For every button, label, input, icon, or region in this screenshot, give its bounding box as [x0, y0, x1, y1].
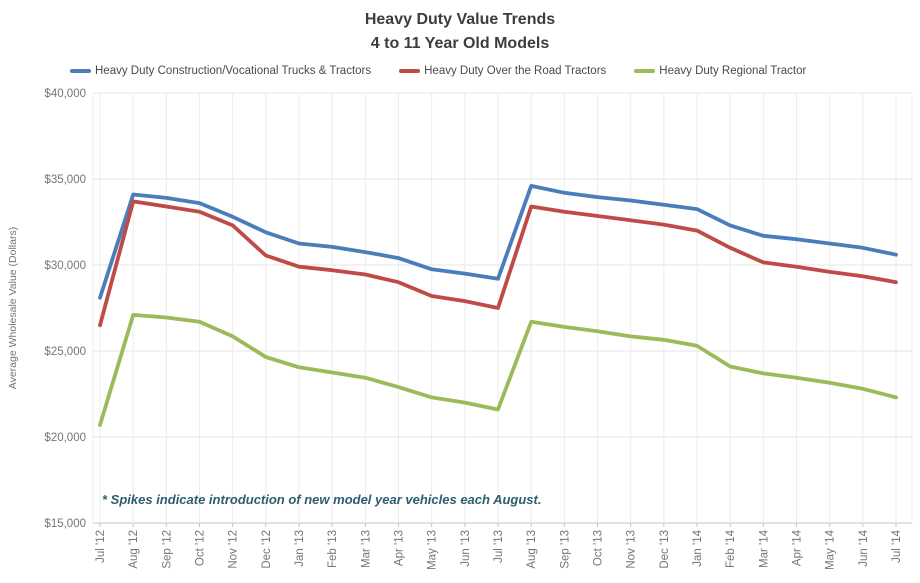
x-axis-tick-label: Jul '12: [95, 530, 107, 563]
legend: Heavy Duty Construction/Vocational Truck…: [70, 62, 915, 80]
chart-title: Heavy Duty Value Trends: [364, 11, 556, 28]
y-axis-title: Average Wholesale Value (Dollars): [7, 227, 19, 389]
series-line-2: [98, 312, 898, 427]
x-axis-tick-label: Jan '14: [692, 529, 704, 566]
x-axis-tick-label: Feb '13: [327, 530, 339, 568]
series-line-1: [98, 199, 898, 328]
legend-marker-icon: [70, 69, 91, 73]
legend-label: Heavy Duty Regional Tractor: [659, 65, 807, 77]
x-axis-tick-label: Apr '13: [394, 530, 406, 566]
y-axis-tick-label: $30,000: [44, 260, 86, 272]
x-axis-tick-label: Oct '13: [593, 530, 605, 566]
x-axis-tick-label: Aug '12: [128, 530, 140, 569]
y-axis-tick-label: $20,000: [44, 432, 86, 444]
y-axis-tick-label: $15,000: [44, 518, 86, 530]
x-axis-tick-label: Oct '12: [195, 530, 207, 566]
y-axis-tick-label: $35,000: [44, 174, 86, 186]
x-axis-tick-label: Nov '13: [626, 530, 638, 569]
annotation-note: * Spikes indicate introduction of new mo…: [102, 492, 542, 507]
x-axis-tick-label: Jun '14: [858, 529, 870, 566]
legend-label: Heavy Duty Construction/Vocational Truck…: [95, 65, 372, 77]
x-axis-tick-label: Dec '12: [261, 530, 273, 569]
y-axis-tick-label: $25,000: [44, 346, 86, 358]
x-axis-tick-label: Sep '13: [559, 530, 571, 569]
x-axis-tick-label: Jun '13: [460, 530, 472, 567]
x-axis-tick-label: Mar '14: [758, 529, 770, 568]
x-axis-tick-label: Aug '13: [526, 530, 538, 569]
x-axis-tick-label: Mar '13: [360, 530, 372, 568]
y-axis-tick-label: $40,000: [44, 88, 86, 100]
series-line-0: [98, 183, 898, 300]
legend-entry-0: Heavy Duty Construction/Vocational Truck…: [70, 65, 371, 77]
legend-label: Heavy Duty Over the Road Tractors: [424, 65, 607, 77]
x-axis-tick-label: May '14: [825, 529, 837, 570]
x-axis-tick-label: Nov '12: [228, 530, 240, 569]
legend-marker-icon: [634, 69, 656, 73]
x-axis-tick-label: May '13: [427, 530, 439, 570]
x-axis-tick-label: Apr '14: [792, 529, 804, 566]
x-axis-tick-label: Jan '13: [294, 530, 306, 567]
chart-subtitle: 4 to 11 Year Old Models: [370, 35, 550, 52]
legend-entry-2: Heavy Duty Regional Tractor: [634, 65, 806, 77]
x-axis-tick-label: Jul '13: [493, 530, 505, 563]
legend-entry-1: Heavy Duty Over the Road Tractors: [399, 65, 606, 77]
x-axis-tick-label: Dec '13: [659, 530, 671, 569]
x-axis-tick-label: Jul '14: [891, 529, 903, 562]
x-axis-tick-label: Feb '14: [725, 529, 737, 568]
legend-marker-icon: [399, 69, 421, 73]
x-axis-tick-label: Sep '12: [161, 530, 173, 569]
